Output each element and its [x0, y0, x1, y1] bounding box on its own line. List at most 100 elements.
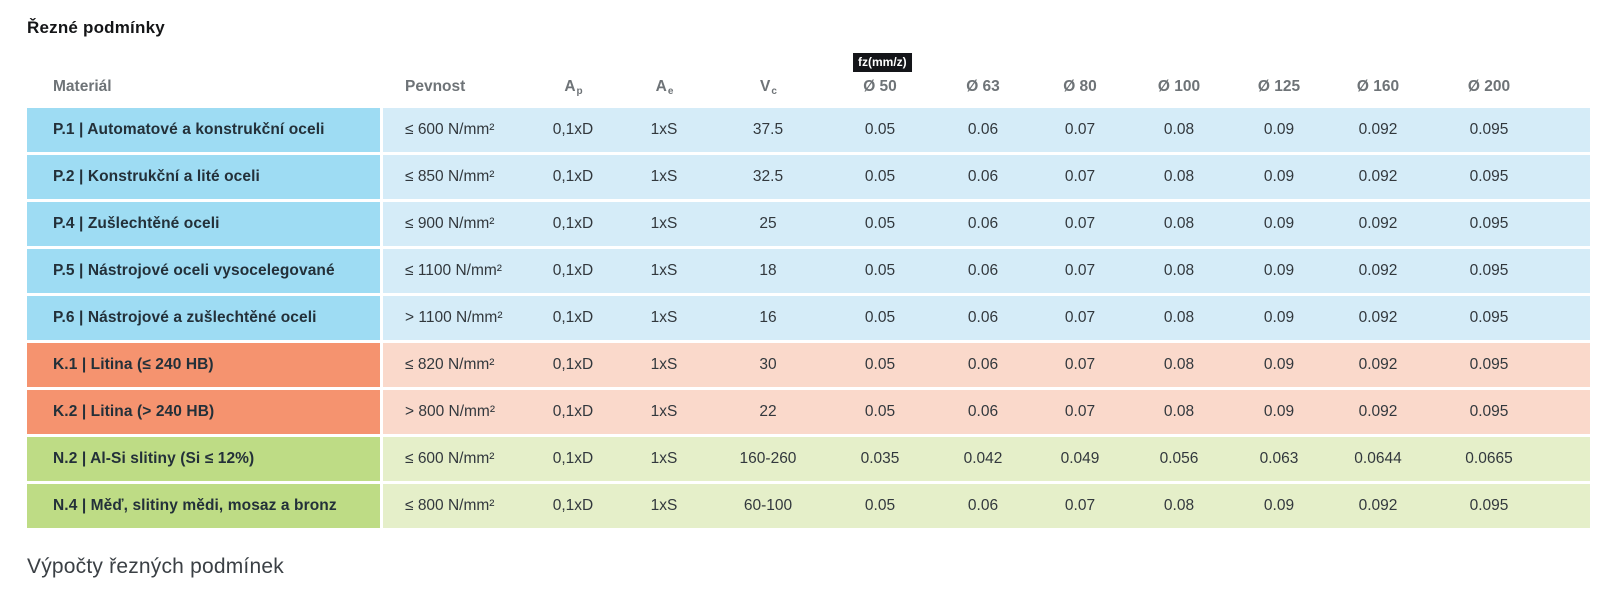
fz-cell-d160: 0.092 [1328, 155, 1428, 199]
fz-cell-d125: 0.063 [1230, 437, 1328, 481]
d50-label: Ø 50 [863, 78, 897, 95]
fz-cell-d125: 0.09 [1230, 249, 1328, 293]
fz-cell-d125: 0.09 [1230, 202, 1328, 246]
section-heading: Výpočty řezných podmínek [27, 555, 284, 578]
fz-cell-d200: 0.095 [1428, 249, 1590, 293]
fz-cell-d50: 0.05 [826, 484, 934, 528]
fz-cell-d200: 0.095 [1428, 202, 1590, 246]
strength-cell: ≤ 820 N/mm² [383, 343, 528, 387]
fz-cell-d160: 0.092 [1328, 390, 1428, 434]
fz-cell-d160: 0.092 [1328, 249, 1428, 293]
fz-cell-d100: 0.08 [1128, 202, 1230, 246]
ap-cell: 0,1xD [528, 484, 618, 528]
fz-cell-d63: 0.06 [934, 390, 1032, 434]
fz-cell-d100: 0.08 [1128, 343, 1230, 387]
fz-cell-d200: 0.095 [1428, 155, 1590, 199]
ae-subscript: e [667, 86, 674, 97]
fz-cell-d80: 0.07 [1032, 108, 1128, 152]
material-cell: P.6 | Nástrojové a zušlechtěné oceli [27, 296, 383, 340]
table-body: P.1 | Automatové a konstrukční oceli ≤ 6… [27, 108, 1590, 528]
vc-cell: 32.5 [710, 155, 826, 199]
fz-cell-d160: 0.092 [1328, 296, 1428, 340]
table-row: P.6 | Nástrojové a zušlechtěné oceli > 1… [27, 296, 1590, 340]
ae-cell: 1xS [618, 343, 710, 387]
table-row: P.4 | Zušlechtěné oceli ≤ 900 N/mm² 0,1x… [27, 202, 1590, 246]
strength-cell: ≤ 800 N/mm² [383, 484, 528, 528]
fz-cell-d50: 0.05 [826, 343, 934, 387]
header-row: Materiál Pevnost Ap Ae Vc fz(mm/z) Ø 50 … [27, 49, 1590, 105]
fz-unit-badge: fz(mm/z) [853, 53, 912, 72]
ap-subscript: p [576, 86, 583, 97]
fz-cell-d160: 0.092 [1328, 202, 1428, 246]
fz-cell-d80: 0.07 [1032, 155, 1128, 199]
ap-cell: 0,1xD [528, 437, 618, 481]
fz-cell-d125: 0.09 [1230, 343, 1328, 387]
fz-cell-d63: 0.06 [934, 296, 1032, 340]
ae-cell: 1xS [618, 202, 710, 246]
fz-cell-d125: 0.09 [1230, 155, 1328, 199]
fz-cell-d80: 0.07 [1032, 390, 1128, 434]
table-row: K.1 | Litina (≤ 240 HB) ≤ 820 N/mm² 0,1x… [27, 343, 1590, 387]
fz-cell-d63: 0.06 [934, 249, 1032, 293]
column-header-d63: Ø 63 [966, 78, 1000, 95]
table-header: Materiál Pevnost Ap Ae Vc fz(mm/z) Ø 50 … [27, 49, 1590, 105]
fz-cell-d63: 0.06 [934, 484, 1032, 528]
table-row: P.2 | Konstrukční a lité oceli ≤ 850 N/m… [27, 155, 1590, 199]
fz-cell-d125: 0.09 [1230, 296, 1328, 340]
strength-cell: ≤ 1100 N/mm² [383, 249, 528, 293]
column-header-d80: Ø 80 [1063, 78, 1097, 95]
ap-cell: 0,1xD [528, 155, 618, 199]
material-cell: P.2 | Konstrukční a lité oceli [27, 155, 383, 199]
fz-cell-d50: 0.035 [826, 437, 934, 481]
column-header-d125: Ø 125 [1257, 78, 1301, 95]
ae-cell: 1xS [618, 484, 710, 528]
ap-cell: 0,1xD [528, 296, 618, 340]
fz-cell-d160: 0.092 [1328, 108, 1428, 152]
ap-cell: 0,1xD [528, 343, 618, 387]
table-row: K.2 | Litina (> 240 HB) > 800 N/mm² 0,1x… [27, 390, 1590, 434]
fz-cell-d100: 0.08 [1128, 108, 1230, 152]
column-header-material: Materiál [53, 78, 112, 95]
column-header-ae: Ae [618, 49, 710, 105]
fz-cell-d50: 0.05 [826, 202, 934, 246]
fz-cell-d160: 0.092 [1328, 343, 1428, 387]
ae-cell: 1xS [618, 249, 710, 293]
material-cell: K.2 | Litina (> 240 HB) [27, 390, 383, 434]
fz-cell-d125: 0.09 [1230, 484, 1328, 528]
column-header-strength: Pevnost [405, 78, 466, 95]
fz-cell-d200: 0.095 [1428, 390, 1590, 434]
cutting-conditions-page: Řezné podmínky Materiál Pevnost Ap Ae Vc… [27, 18, 1590, 578]
material-cell: P.4 | Zušlechtěné oceli [27, 202, 383, 246]
vc-symbol: V [760, 78, 771, 95]
page-title: Řezné podmínky [27, 18, 165, 37]
fz-cell-d200: 0.095 [1428, 343, 1590, 387]
fz-cell-d80: 0.049 [1032, 437, 1128, 481]
ap-cell: 0,1xD [528, 390, 618, 434]
fz-cell-d160: 0.092 [1328, 484, 1428, 528]
strength-cell: ≤ 900 N/mm² [383, 202, 528, 246]
ap-symbol: A [564, 78, 576, 95]
fz-cell-d80: 0.07 [1032, 202, 1128, 246]
column-header-ap: Ap [528, 49, 618, 105]
fz-cell-d200: 0.0665 [1428, 437, 1590, 481]
material-cell: K.1 | Litina (≤ 240 HB) [27, 343, 383, 387]
vc-cell: 60-100 [710, 484, 826, 528]
ae-cell: 1xS [618, 437, 710, 481]
ae-cell: 1xS [618, 108, 710, 152]
fz-cell-d50: 0.05 [826, 390, 934, 434]
fz-cell-d80: 0.07 [1032, 343, 1128, 387]
ae-symbol: A [655, 78, 667, 95]
fz-cell-d100: 0.08 [1128, 155, 1230, 199]
ap-cell: 0,1xD [528, 202, 618, 246]
column-header-d50: fz(mm/z) Ø 50 [826, 49, 934, 105]
fz-cell-d200: 0.095 [1428, 484, 1590, 528]
ap-cell: 0,1xD [528, 108, 618, 152]
table-row: P.5 | Nástrojové oceli vysocelegované ≤ … [27, 249, 1590, 293]
fz-cell-d100: 0.08 [1128, 484, 1230, 528]
column-header-d200: Ø 200 [1467, 78, 1511, 95]
fz-cell-d100: 0.056 [1128, 437, 1230, 481]
vc-cell: 160-260 [710, 437, 826, 481]
column-header-d100: Ø 100 [1157, 78, 1201, 95]
vc-cell: 25 [710, 202, 826, 246]
fz-cell-d50: 0.05 [826, 296, 934, 340]
